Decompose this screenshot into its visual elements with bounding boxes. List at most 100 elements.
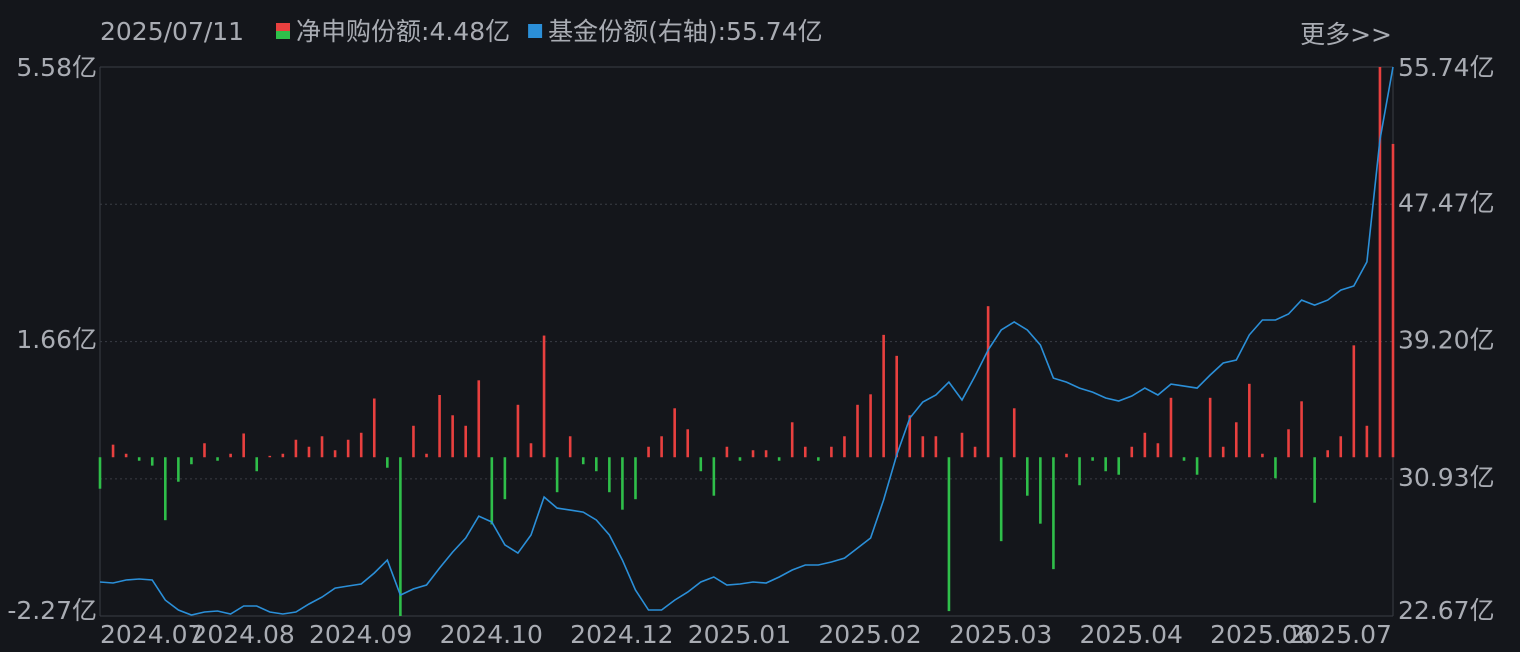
bar [216, 457, 219, 461]
bar [164, 457, 167, 521]
bar [203, 443, 206, 458]
legend-swatch [276, 23, 290, 31]
y-tick-label: 5.58亿 [16, 53, 97, 82]
bar [947, 457, 951, 612]
bar [242, 433, 245, 458]
bar [1261, 453, 1264, 458]
bar [1248, 383, 1251, 458]
more-link[interactable]: 更多>> [1300, 20, 1392, 49]
bar [346, 439, 350, 458]
bar [438, 395, 441, 458]
bar [856, 404, 859, 458]
x-tick-label: 2025.04 [1080, 620, 1183, 649]
x-tick-label: 2025.06 [1210, 620, 1313, 649]
bar [634, 457, 637, 500]
bar [399, 457, 402, 616]
bar [673, 408, 676, 458]
bar [503, 457, 507, 500]
bar [1208, 397, 1212, 458]
x-tick-label: 2025.03 [949, 620, 1052, 649]
bar [1143, 432, 1147, 458]
bar [229, 453, 232, 458]
x-tick-label: 2025.02 [818, 620, 921, 649]
bar [255, 457, 259, 472]
bar [1339, 436, 1343, 458]
bar [1169, 397, 1173, 458]
bar [542, 335, 546, 458]
bar [281, 453, 285, 458]
bar [738, 457, 742, 461]
bar [477, 380, 481, 458]
bar [320, 436, 324, 458]
bar [660, 436, 663, 458]
bar [1313, 457, 1316, 503]
bar [386, 457, 389, 468]
y2-tick-label: 30.93亿 [1398, 463, 1495, 492]
legend-label: 净申购份额 [296, 17, 421, 46]
bar [882, 334, 885, 458]
bar [359, 432, 363, 458]
bar [516, 404, 520, 458]
bar [621, 457, 624, 510]
bar [190, 457, 193, 465]
bar [921, 436, 925, 458]
bar [1391, 143, 1395, 458]
x-tick-label: 2025.01 [688, 620, 791, 649]
date: 2025/07/11 [100, 17, 244, 46]
legend-value: :4.48亿 [421, 17, 510, 46]
bar [895, 355, 898, 458]
bar [1378, 67, 1382, 458]
bar [790, 422, 794, 458]
bar [307, 446, 311, 458]
bar [1195, 457, 1199, 475]
x-tick-label: 2024.10 [440, 620, 543, 649]
bar [986, 306, 990, 458]
bar [686, 429, 690, 458]
bar [764, 450, 768, 458]
bar [817, 457, 820, 461]
bar [490, 457, 494, 525]
bar [1091, 457, 1094, 461]
bar [830, 446, 833, 458]
bar [999, 457, 1003, 542]
bar [1130, 446, 1134, 458]
bar [464, 425, 467, 458]
bar [137, 457, 141, 461]
x-tick-label: 2024.08 [191, 620, 294, 649]
bar [150, 457, 154, 466]
bar [425, 453, 428, 458]
legend-swatch [528, 24, 543, 38]
line [99, 66, 1394, 616]
bar [751, 450, 755, 458]
bar [960, 432, 964, 458]
y2-tick-label: 22.67亿 [1398, 596, 1495, 625]
y2-tick-label: 55.74亿 [1398, 53, 1495, 82]
bar [725, 446, 729, 458]
bar [111, 444, 115, 458]
bar [803, 446, 807, 458]
bar [581, 457, 585, 465]
x-tick-label: 2025.07 [1289, 620, 1392, 649]
y2-tick-label: 39.20亿 [1398, 326, 1495, 355]
bar [1182, 457, 1186, 461]
bar [777, 457, 781, 461]
bar [1052, 457, 1055, 570]
x-tick-label: 2024.12 [570, 620, 673, 649]
bar [699, 457, 703, 472]
bar [451, 415, 454, 458]
bar [1326, 450, 1329, 458]
bar [1026, 457, 1029, 496]
bar [595, 457, 598, 472]
bar [647, 446, 650, 458]
bar [1039, 457, 1042, 524]
bar [268, 455, 272, 458]
bar [1352, 345, 1356, 458]
bar [568, 436, 572, 458]
bar [98, 457, 102, 489]
bar [1156, 443, 1160, 458]
bar [1104, 457, 1107, 472]
y2-tick-label: 47.47亿 [1398, 188, 1495, 217]
bar [1274, 457, 1277, 479]
bar [1012, 408, 1016, 458]
